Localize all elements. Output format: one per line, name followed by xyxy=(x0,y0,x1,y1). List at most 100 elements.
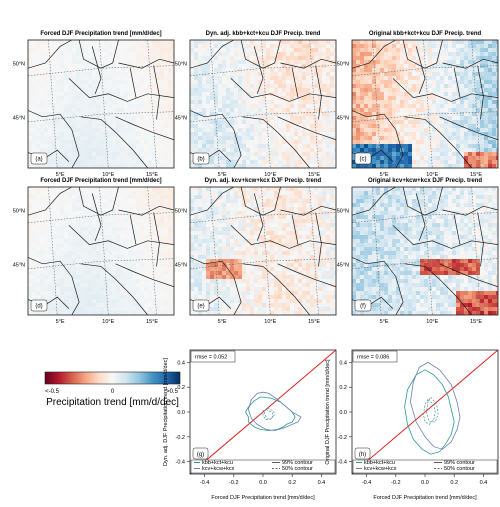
graticule-line xyxy=(99,40,109,168)
map-boundary xyxy=(439,263,498,288)
map-panel: Dyn. adj. kcv+kcw+kcx DJF Precip. trend (… xyxy=(175,178,337,325)
legend-series-label: kcv+kcw+kcx xyxy=(202,466,235,472)
map-frame xyxy=(351,186,499,316)
panel-letter-text: (e) xyxy=(197,304,204,310)
contour-50 xyxy=(426,396,439,423)
panel-letter: (d) xyxy=(30,299,48,312)
rmse-label: rmse = 0.086 xyxy=(357,355,389,361)
map-panel: Original kcv+kcw+kcx DJF Precip. trend (f… xyxy=(337,178,499,325)
map-boundary xyxy=(68,225,174,249)
graticule-line xyxy=(210,40,220,168)
map-boundary xyxy=(453,68,461,98)
graticule-line xyxy=(372,40,382,168)
map-panel: Dyn. adj. kbb+kct+kcu DJF Precip. trend (… xyxy=(175,31,337,178)
y-tick-label: -0.2 xyxy=(176,435,185,441)
panel-letter: (a) xyxy=(30,152,48,165)
contour-99 xyxy=(247,391,302,432)
lon-tick-label: 5°E xyxy=(56,319,65,325)
graticule-line xyxy=(423,40,433,168)
map-title: Original kcv+kcw+kcx DJF Precip. trend xyxy=(368,178,482,184)
map-boundary xyxy=(91,46,102,94)
graticule-line xyxy=(190,258,336,270)
map-boundary xyxy=(277,116,336,141)
graticule-line xyxy=(190,111,336,123)
lon-tick-label: 5°E xyxy=(218,172,227,178)
map-boundary xyxy=(190,187,234,216)
map-boundary xyxy=(118,205,174,216)
map-boundary xyxy=(253,46,264,94)
lon-tick-label: 5°E xyxy=(218,319,227,325)
colorbar-tick-max: >0.5 xyxy=(166,389,179,395)
x-axis-label: Forced DJF Precipitation trend [mm/d/dec… xyxy=(211,495,315,501)
y-tick-label: 0.2 xyxy=(339,385,347,391)
y-tick-label: 0.0 xyxy=(339,410,347,416)
map-boundary xyxy=(153,65,160,120)
x-tick-label: 0.2 xyxy=(450,480,458,486)
map-panel: Forced DJF Precipitation trend [mm/d/dec… xyxy=(13,31,175,178)
map-boundary xyxy=(190,40,234,69)
map-boundary xyxy=(242,116,310,168)
map-boundary xyxy=(68,78,174,102)
x-tick-label: 0.0 xyxy=(421,480,429,486)
map-boundary xyxy=(230,78,336,102)
rmse-box: rmse = 0.052 xyxy=(190,350,236,363)
graticule-line xyxy=(147,187,157,315)
legend-series-label: kbb+kct+kcu xyxy=(202,460,233,466)
map-boundary xyxy=(118,58,174,69)
map-boundary xyxy=(404,263,472,315)
legend-contour-label: 50% contour xyxy=(444,466,475,472)
graticule-line xyxy=(352,111,498,123)
map-frame xyxy=(27,186,175,316)
map-boundary xyxy=(392,225,498,249)
x-tick-label: -0.2 xyxy=(391,480,400,486)
lon-tick-label: 15°E xyxy=(308,319,320,325)
map-frame xyxy=(27,39,175,169)
map-boundary xyxy=(129,215,137,245)
panel-letter: (e) xyxy=(192,299,210,312)
lon-tick-label: 10°E xyxy=(426,172,438,178)
map-boundary xyxy=(190,257,242,315)
map-boundary xyxy=(315,65,322,120)
panel-letter: (h) xyxy=(354,447,371,460)
map-boundary xyxy=(352,257,404,315)
panel-letter: (b) xyxy=(192,152,210,165)
graticule-line xyxy=(352,212,498,224)
map-boundary xyxy=(277,263,336,288)
graticule-line xyxy=(99,187,109,315)
graticule-line xyxy=(147,40,157,168)
map-boundary xyxy=(28,257,80,315)
graticule-line xyxy=(372,187,382,315)
map-boundary xyxy=(453,215,461,245)
graticule-line xyxy=(28,111,174,123)
map-boundary xyxy=(442,58,498,69)
rmse-box: rmse = 0.086 xyxy=(352,350,398,363)
map-boundary xyxy=(28,110,80,168)
lon-tick-label: 5°E xyxy=(380,319,389,325)
map-field xyxy=(190,187,336,315)
map-boundary xyxy=(80,116,148,168)
contour-99 xyxy=(404,369,455,455)
colorbar: <-0.5 0 >0.5 Precipitation trend [mm/d/d… xyxy=(44,371,181,408)
contour-50 xyxy=(423,399,436,425)
legend-contour-label: 99% contour xyxy=(282,460,313,466)
lat-tick-label: 45°N xyxy=(13,115,25,121)
map-boundary xyxy=(477,212,484,267)
panel-letter: (f) xyxy=(354,299,372,312)
rmse-label: rmse = 0.052 xyxy=(195,355,227,361)
colorbar-label: Precipitation trend [mm/d/dec] xyxy=(46,397,179,408)
colorbar-bar xyxy=(44,371,181,385)
one-to-one-line xyxy=(190,350,336,474)
panel-letter-text: (a) xyxy=(35,157,42,163)
lat-tick-label: 50°N xyxy=(337,62,349,68)
x-tick-label: 0.2 xyxy=(288,480,296,486)
graticule-line xyxy=(28,258,174,270)
contour-99 xyxy=(245,396,296,432)
graticule-line xyxy=(210,187,220,315)
graticule-line xyxy=(190,212,336,224)
x-tick-label: -0.4 xyxy=(362,480,371,486)
lat-tick-label: 50°N xyxy=(13,209,25,215)
lon-tick-label: 15°E xyxy=(470,172,482,178)
map-boundary xyxy=(28,187,72,216)
